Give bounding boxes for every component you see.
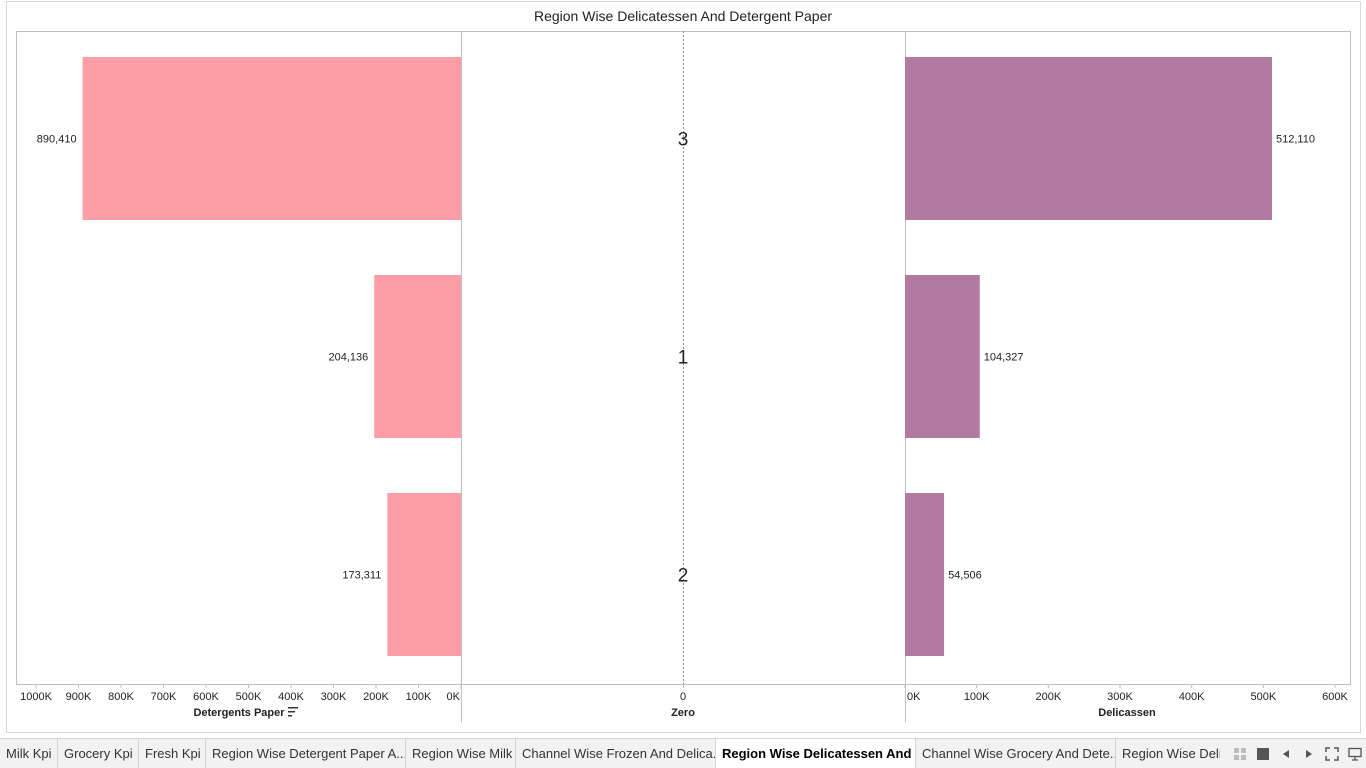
- chart-frame: [6, 1, 1361, 733]
- next-tab-icon[interactable]: [1301, 746, 1317, 762]
- right-axis-tick-label: 400K: [1179, 691, 1205, 703]
- detergents-paper-label: 204,136: [328, 352, 368, 364]
- left-axis-tick-label: 1000K: [20, 691, 52, 703]
- right-axis-tick-label: 0K: [907, 691, 921, 703]
- sheet-tab-bar: Milk Kpi Grocery Kpi Fresh Kpi Region Wi…: [0, 738, 1366, 768]
- tab-controls: [1220, 739, 1366, 768]
- chart-area: Region Wise Delicatessen And Detergent P…: [6, 1, 1361, 733]
- region-label: 1: [678, 348, 689, 369]
- left-axis-tick-label: 0K: [447, 691, 461, 703]
- sort-icon: [288, 707, 298, 709]
- right-axis-title: Delicassen: [1098, 707, 1156, 719]
- left-axis-tick-label: 200K: [363, 691, 389, 703]
- tab-region-wise-delicatessen[interactable]: Region Wise Delicatessen And ...: [716, 739, 916, 768]
- middle-axis-title: Zero: [671, 707, 695, 719]
- left-axis-tick-label: 700K: [151, 691, 177, 703]
- previous-tab-icon[interactable]: [1278, 746, 1294, 762]
- tab-region-wise-milk[interactable]: Region Wise Milk: [406, 739, 516, 768]
- left-axis-tick-label: 800K: [108, 691, 134, 703]
- left-axis-title: Detergents Paper: [193, 707, 285, 719]
- tab-region-wise-detergent-paper[interactable]: Region Wise Detergent Paper A...: [206, 739, 406, 768]
- right-axis-tick-label: 200K: [1035, 691, 1061, 703]
- detergents-paper-bar: [387, 493, 461, 656]
- present-icon[interactable]: [1347, 746, 1363, 762]
- fullscreen-icon[interactable]: [1324, 746, 1340, 762]
- tab-fresh-kpi[interactable]: Fresh Kpi: [139, 739, 206, 768]
- middle-axis-tick-label: 0: [680, 691, 686, 703]
- detergents-paper-label: 890,410: [37, 134, 77, 146]
- tab-grocery-kpi[interactable]: Grocery Kpi: [58, 739, 139, 768]
- detergents-paper-label: 173,311: [342, 570, 381, 582]
- detergents-paper-bar: [82, 57, 462, 220]
- delicassen-label: 104,327: [984, 352, 1024, 364]
- left-axis-tick-label: 600K: [193, 691, 219, 703]
- chart-svg: Region Wise Delicatessen And Detergent P…: [6, 1, 1361, 733]
- delicassen-label: 54,506: [948, 570, 982, 582]
- sort-icon: [288, 711, 295, 713]
- right-axis-tick-label: 100K: [964, 691, 990, 703]
- chart-title: Region Wise Delicatessen And Detergent P…: [534, 8, 832, 24]
- sort-icon: [288, 715, 292, 717]
- delicassen-bar: [905, 493, 945, 656]
- right-axis-tick-label: 500K: [1250, 691, 1276, 703]
- left-axis-tick-label: 500K: [236, 691, 262, 703]
- right-axis-tick-label: 600K: [1322, 691, 1348, 703]
- delicassen-bar: [905, 275, 980, 438]
- left-axis-tick-label: 900K: [66, 691, 92, 703]
- tab-channel-wise-frozen[interactable]: Channel Wise Frozen And Delica...: [516, 739, 716, 768]
- tab-channel-wise-grocery[interactable]: Channel Wise Grocery And Dete...: [916, 739, 1116, 768]
- delicassen-bar: [905, 57, 1273, 220]
- detergents-paper-bar: [374, 275, 461, 438]
- left-axis-tick-label: 400K: [278, 691, 304, 703]
- region-label: 2: [678, 566, 689, 587]
- left-axis-tick-label: 300K: [321, 691, 347, 703]
- left-axis-tick-label: 100K: [406, 691, 432, 703]
- tab-region-wise-delic[interactable]: Region Wise Delic: [1116, 739, 1226, 768]
- grid-view-icon[interactable]: [1232, 746, 1248, 762]
- delicassen-label: 512,110: [1276, 134, 1315, 146]
- tab-milk-kpi[interactable]: Milk Kpi: [0, 739, 58, 768]
- single-view-icon[interactable]: [1255, 746, 1271, 762]
- right-axis-tick-label: 300K: [1107, 691, 1133, 703]
- region-label: 3: [678, 130, 689, 151]
